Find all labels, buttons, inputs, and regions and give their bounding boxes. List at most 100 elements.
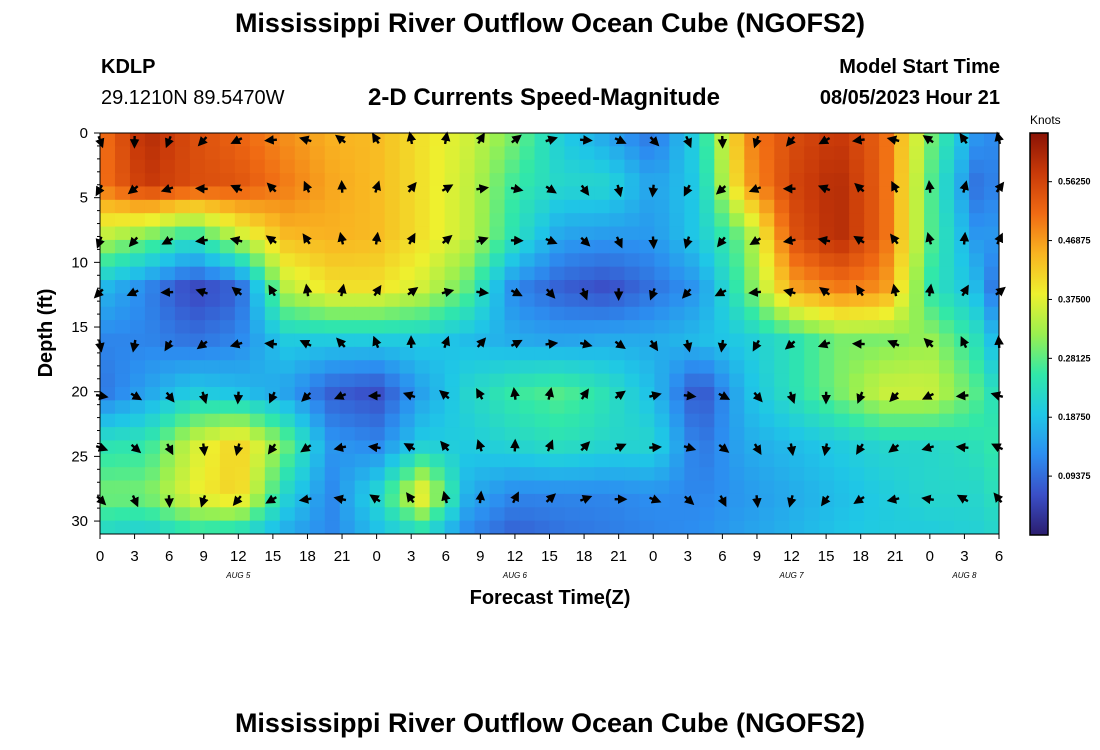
heatmap-cell <box>939 253 955 268</box>
heatmap-cell <box>324 253 341 268</box>
heatmap-cell <box>849 186 865 201</box>
heatmap-cell <box>339 186 356 201</box>
heatmap-cell <box>549 253 566 268</box>
heatmap-cell <box>939 239 955 254</box>
heatmap-cell <box>714 427 730 442</box>
heatmap-cell <box>339 346 356 361</box>
heatmap-cell <box>969 493 985 508</box>
heatmap-cell <box>789 467 805 482</box>
heatmap-cell <box>879 453 895 468</box>
heatmap-cell <box>729 400 745 415</box>
heatmap-cell <box>849 320 865 335</box>
heatmap-cell <box>429 280 446 294</box>
heatmap-cell <box>144 306 161 321</box>
heatmap-cell <box>249 320 266 335</box>
heatmap-cell <box>249 493 266 508</box>
heatmap-cell <box>399 146 416 161</box>
heatmap-cell <box>444 306 461 321</box>
heatmap-cell <box>864 266 880 281</box>
heatmap-cell <box>534 453 551 468</box>
heatmap-cell <box>159 266 176 281</box>
current-vector-arrow <box>510 386 520 400</box>
heatmap-cell <box>519 360 536 375</box>
current-vector-arrow <box>682 339 693 353</box>
current-vector-arrow <box>580 135 593 145</box>
heatmap-cell <box>459 507 476 522</box>
heatmap-cell <box>294 480 311 495</box>
heatmap-cell <box>894 133 910 147</box>
heatmap-cell <box>309 333 326 348</box>
heatmap-cell <box>774 400 790 415</box>
heatmap-cell <box>564 386 581 401</box>
heatmap-cell <box>579 413 596 428</box>
current-vector-arrow <box>579 494 593 504</box>
heatmap-cell <box>264 320 281 335</box>
heatmap-cell <box>459 346 476 361</box>
heatmap-cell <box>864 427 880 442</box>
heatmap-cell <box>219 386 236 401</box>
heatmap-cell <box>489 199 506 214</box>
heatmap-cell <box>714 226 730 241</box>
heatmap-cell <box>144 520 161 534</box>
heatmap-cell <box>624 280 640 294</box>
heatmap-cell <box>144 346 161 361</box>
heatmap-cell <box>819 173 835 188</box>
heatmap-cell <box>969 159 985 174</box>
heatmap-cell <box>879 280 895 294</box>
heatmap-cell <box>249 293 266 308</box>
heatmap-cell <box>639 226 655 241</box>
heatmap-cell <box>429 266 446 281</box>
heatmap-cell <box>324 360 341 375</box>
heatmap-cell <box>729 360 745 375</box>
heatmap-cell <box>624 467 640 482</box>
heatmap-cell <box>984 520 999 534</box>
heatmap-cell <box>909 226 925 241</box>
heatmap-cell <box>819 226 835 241</box>
x-tick-label: 9 <box>200 548 208 565</box>
heatmap-cell <box>489 186 506 201</box>
heatmap-cell <box>174 453 191 468</box>
heatmap-cell <box>969 293 985 308</box>
heatmap-cell <box>114 213 131 228</box>
heatmap-cell <box>429 507 446 522</box>
heatmap-cell <box>969 467 985 482</box>
heatmap-cell <box>324 400 341 415</box>
heatmap-cell <box>549 453 566 468</box>
heatmap-cell <box>264 199 281 214</box>
heatmap-cell <box>639 253 655 268</box>
heatmap-cell <box>219 306 236 321</box>
heatmap-cell <box>834 453 850 468</box>
heatmap-cell <box>519 199 536 214</box>
heatmap-cell <box>204 253 221 268</box>
heatmap-cell <box>114 507 131 522</box>
heatmap-cell <box>924 159 940 174</box>
heatmap-cell <box>804 280 820 294</box>
current-vector-arrow <box>475 132 485 145</box>
heatmap-cell <box>834 159 850 174</box>
heatmap-cell <box>459 520 476 534</box>
heatmap-cell <box>384 440 401 455</box>
heatmap-cell <box>864 320 880 335</box>
y-tick-label: 25 <box>71 448 88 465</box>
heatmap-cell <box>354 493 371 508</box>
heatmap-cell <box>879 507 895 522</box>
heatmap-cell <box>189 213 206 228</box>
heatmap-cell <box>579 159 596 174</box>
heatmap-cell <box>474 400 491 415</box>
colorbar-tick-label: 0.56250 <box>1058 177 1091 187</box>
heatmap-cell <box>864 199 880 214</box>
heatmap-cell <box>324 427 341 442</box>
heatmap-cell <box>519 320 536 335</box>
heatmap-cell <box>699 427 715 442</box>
heatmap-cell <box>114 373 131 388</box>
heatmap-cell <box>504 159 521 174</box>
heatmap-cell <box>759 467 775 482</box>
heatmap-cell <box>399 266 416 281</box>
heatmap-cell <box>954 320 970 335</box>
heatmap-cell <box>924 226 940 241</box>
heatmap-cell <box>489 293 506 308</box>
heatmap-cell <box>369 266 386 281</box>
current-vector-arrow <box>264 135 277 145</box>
current-vector-arrow <box>923 337 934 348</box>
heatmap-cell <box>864 480 880 495</box>
